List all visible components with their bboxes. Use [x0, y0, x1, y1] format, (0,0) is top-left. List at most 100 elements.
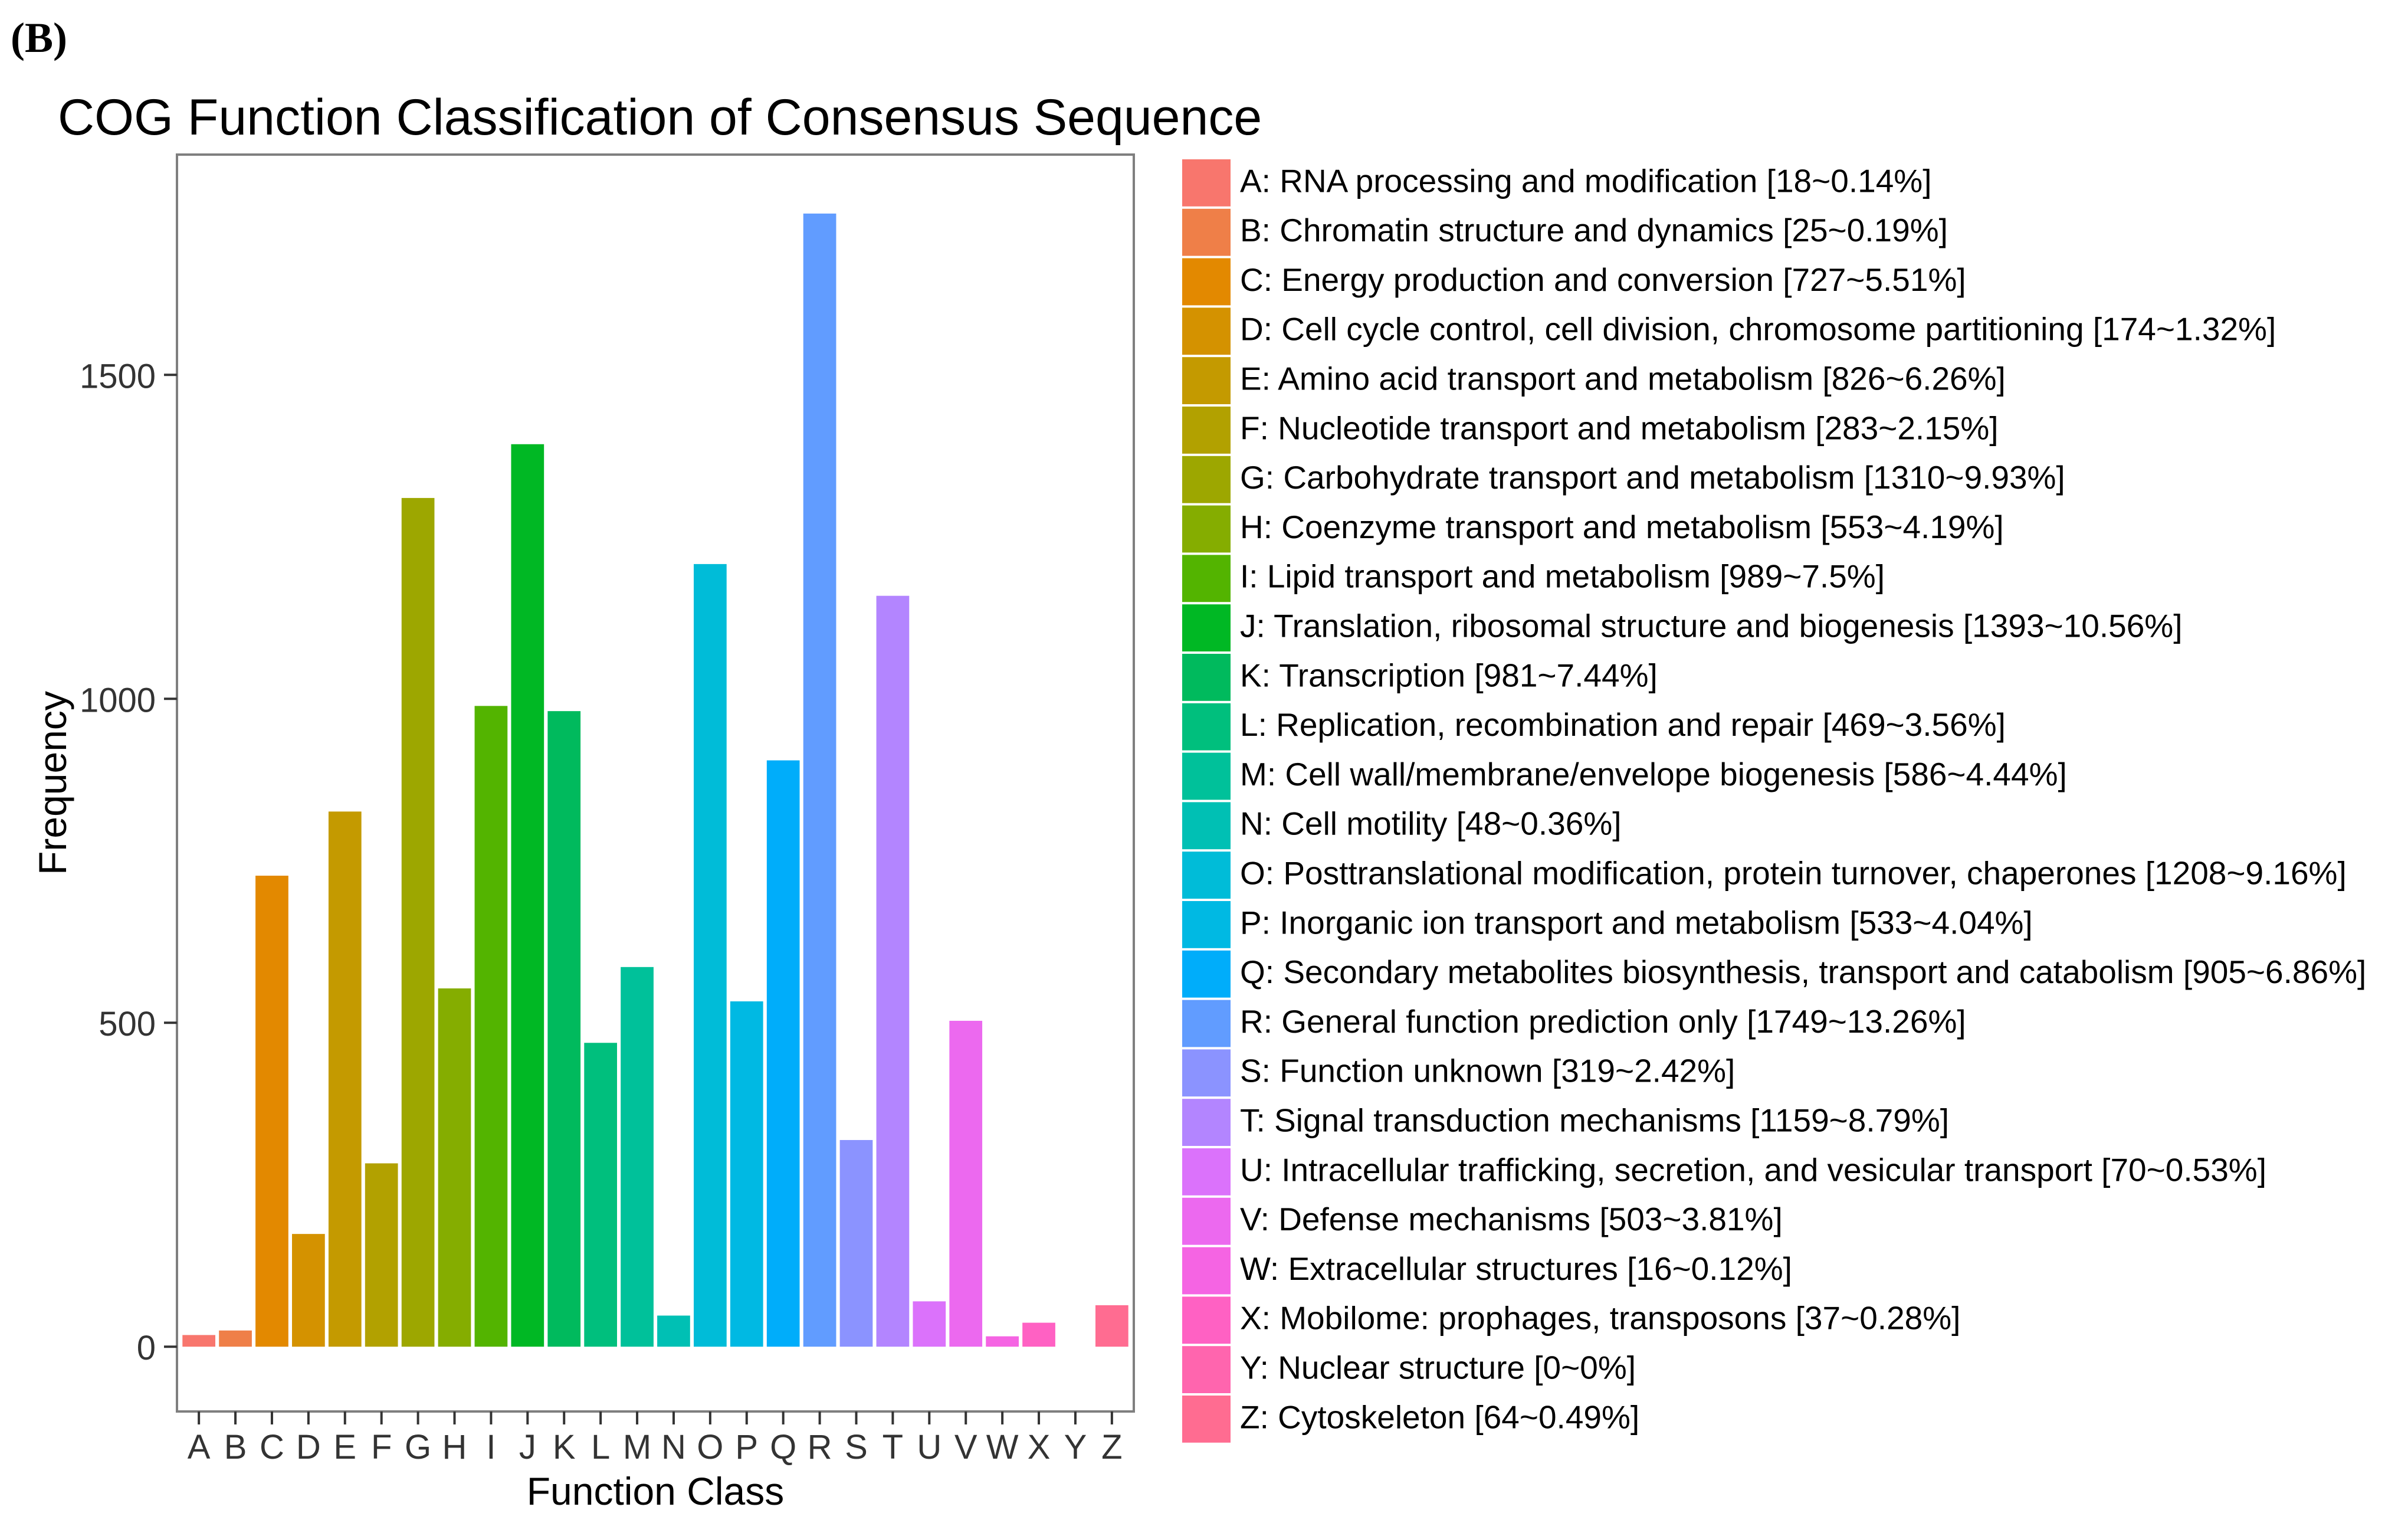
x-tick-label: A: [188, 1428, 211, 1466]
legend-key-T: [1182, 1099, 1231, 1146]
legend-entry: S: Function unknown [319~2.42%]: [1240, 1053, 1735, 1089]
bar-C: [255, 876, 288, 1347]
legend-key-N: [1182, 802, 1231, 850]
legend-entry: P: Inorganic ion transport and metabolis…: [1240, 904, 2033, 941]
legend: A: RNA processing and modification [18~0…: [1182, 159, 2366, 1443]
x-tick-label: R: [808, 1428, 832, 1466]
legend-key-Y: [1182, 1346, 1231, 1393]
x-tick-label: L: [591, 1428, 610, 1466]
legend-key-S: [1182, 1049, 1231, 1097]
legend-entry: X: Mobilome: prophages, transposons [37~…: [1240, 1300, 1960, 1337]
legend-entry: K: Transcription [981~7.44%]: [1240, 657, 1658, 693]
legend-key-M: [1182, 752, 1231, 800]
bar-Z: [1095, 1305, 1128, 1347]
legend-entry: Z: Cytoskeleton [64~0.49%]: [1240, 1398, 1639, 1435]
bar-B: [219, 1330, 252, 1347]
x-tick-label: Y: [1064, 1428, 1087, 1466]
legend-entry: B: Chromatin structure and dynamics [25~…: [1240, 212, 1948, 248]
legend-entry: L: Replication, recombination and repair…: [1240, 706, 2006, 743]
legend-key-K: [1182, 654, 1231, 701]
x-tick-label: I: [486, 1428, 496, 1466]
x-tick-label: J: [519, 1428, 536, 1466]
x-tick-label: K: [553, 1428, 576, 1466]
x-tick-label: P: [735, 1428, 758, 1466]
legend-entry: I: Lipid transport and metabolism [989~7…: [1240, 558, 1885, 595]
bar-N: [657, 1315, 690, 1347]
bar-G: [401, 497, 435, 1347]
legend-key-Q: [1182, 950, 1231, 998]
legend-entry: A: RNA processing and modification [18~0…: [1240, 162, 1931, 199]
legend-key-V: [1182, 1197, 1231, 1245]
legend-entry: D: Cell cycle control, cell division, ch…: [1240, 311, 2276, 348]
legend-entry: E: Amino acid transport and metabolism […: [1240, 361, 2006, 397]
bar-F: [365, 1163, 398, 1347]
legend-entry: V: Defense mechanisms [503~3.81%]: [1240, 1201, 1783, 1237]
legend-entry: N: Cell motility [48~0.36%]: [1240, 805, 1622, 842]
legend-key-P: [1182, 901, 1231, 948]
x-axis-label: Function Class: [527, 1469, 785, 1513]
bar-U: [913, 1301, 946, 1347]
bar-E: [328, 811, 362, 1347]
legend-key-X: [1182, 1296, 1231, 1344]
legend-key-W: [1182, 1247, 1231, 1295]
legend-entry: W: Extracellular structures [16~0.12%]: [1240, 1250, 1792, 1287]
legend-key-Z: [1182, 1396, 1231, 1443]
x-tick-label: N: [661, 1428, 686, 1466]
legend-entry: Q: Secondary metabolites biosynthesis, t…: [1240, 954, 2366, 990]
x-tick-label: Z: [1101, 1428, 1122, 1466]
legend-entry: O: Posttranslational modification, prote…: [1240, 855, 2347, 892]
legend-key-G: [1182, 456, 1231, 503]
legend-entry: T: Signal transduction mechanisms [1159~…: [1240, 1102, 1949, 1139]
bar-W: [986, 1336, 1019, 1347]
x-tick-label: M: [623, 1428, 651, 1466]
bar-R: [803, 213, 836, 1347]
x-tick-label: T: [883, 1428, 903, 1466]
bar-P: [730, 1001, 763, 1347]
x-tick-label: B: [224, 1428, 247, 1466]
legend-entry: J: Translation, ribosomal structure and …: [1240, 608, 2182, 644]
legend-entry: F: Nucleotide transport and metabolism […: [1240, 410, 1999, 446]
legend-key-I: [1182, 555, 1231, 602]
x-tick-label: U: [917, 1428, 941, 1466]
legend-entry: C: Energy production and conversion [727…: [1240, 261, 1966, 298]
bar-V: [949, 1020, 983, 1347]
plot-panel: [176, 153, 1135, 1413]
legend-key-U: [1182, 1148, 1231, 1196]
legend-key-B: [1182, 208, 1231, 256]
bar-L: [584, 1043, 617, 1347]
bar-I: [474, 706, 508, 1347]
legend-key-J: [1182, 604, 1231, 651]
bar-H: [438, 988, 471, 1347]
legend-key-A: [1182, 159, 1231, 207]
y-tick-label: 0: [137, 1329, 156, 1367]
legend-key-H: [1182, 505, 1231, 553]
x-tick-label: E: [333, 1428, 356, 1466]
legend-key-C: [1182, 258, 1231, 306]
legend-key-D: [1182, 307, 1231, 355]
x-tick-label: H: [442, 1428, 467, 1466]
legend-key-O: [1182, 851, 1231, 899]
x-tick-label: W: [986, 1428, 1019, 1466]
x-tick-label: Q: [770, 1428, 796, 1466]
panel-label: (B): [11, 14, 67, 61]
legend-key-R: [1182, 1000, 1231, 1047]
bar-M: [621, 967, 654, 1347]
legend-key-L: [1182, 703, 1231, 751]
bar-Q: [766, 760, 800, 1347]
bar-A: [182, 1335, 216, 1347]
x-tick-label: D: [296, 1428, 321, 1466]
legend-entry: M: Cell wall/membrane/envelope biogenesi…: [1240, 756, 2067, 792]
legend-entry: G: Carbohydrate transport and metabolism…: [1240, 459, 2065, 496]
legend-key-E: [1182, 357, 1231, 404]
x-tick-label: V: [954, 1428, 977, 1466]
bar-S: [839, 1139, 873, 1347]
bar-J: [511, 444, 544, 1347]
legend-entry: H: Coenzyme transport and metabolism [55…: [1240, 509, 2004, 545]
legend-entry: Y: Nuclear structure [0~0%]: [1240, 1350, 1636, 1386]
bar-D: [292, 1234, 325, 1347]
legend-entry: R: General function prediction only [174…: [1240, 1003, 1966, 1040]
bar-O: [694, 564, 727, 1347]
x-tick-label: X: [1028, 1428, 1051, 1466]
legend-key-F: [1182, 407, 1231, 454]
